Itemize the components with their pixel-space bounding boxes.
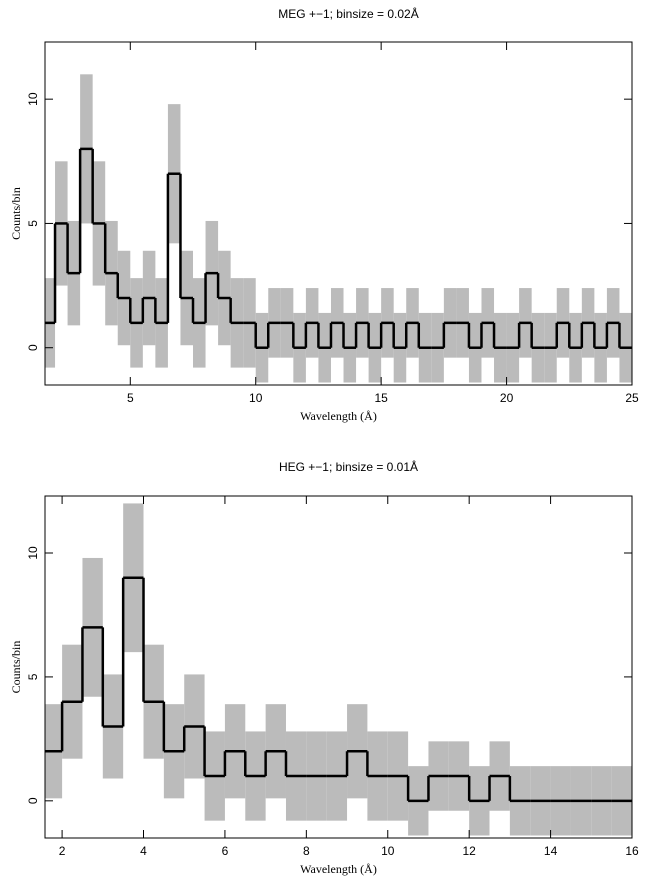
y-tick-label: 5: [26, 220, 40, 227]
x-tick-label: 20: [500, 391, 514, 405]
y-tick-label: 10: [26, 92, 40, 106]
chart-title: HEG +−1; binsize = 0.01Å: [279, 459, 418, 474]
y-axis-label: Counts/bin: [9, 187, 23, 240]
x-tick-label: 25: [625, 391, 639, 405]
y-tick-label: 0: [26, 344, 40, 351]
x-tick-label: 4: [140, 844, 147, 858]
y-tick-label: 10: [26, 546, 40, 560]
y-tick-label: 0: [26, 797, 40, 804]
panel: 5 10 15 20 25 0 5 10 MEG +−1; binsize = 0.02Å Wav…: [9, 6, 639, 423]
panel: 2 4 6 8 10 12 14 16 0 5 10 HEG +−1; binsize = 0.01Å…: [9, 459, 639, 876]
x-tick-label: 5: [127, 391, 134, 405]
y-tick-label: 5: [26, 673, 40, 680]
x-tick-label: 16: [625, 844, 639, 858]
x-tick-label: 12: [462, 844, 476, 858]
plot-area: [45, 503, 632, 836]
x-tick-label: 10: [381, 844, 395, 858]
x-tick-label: 2: [59, 844, 66, 858]
axes-frame: [44, 495, 633, 839]
x-tick-label: 15: [374, 391, 388, 405]
x-tick-label: 8: [303, 844, 310, 858]
chart-title: MEG +−1; binsize = 0.02Å: [278, 6, 418, 21]
y-axis-label: Counts/bin: [9, 641, 23, 694]
x-axis-label: Wavelength (Å): [300, 862, 377, 876]
axes-frame: [44, 41, 633, 386]
x-tick-label: 14: [544, 844, 558, 858]
x-tick-label: 10: [249, 391, 263, 405]
x-axis-label: Wavelength (Å): [300, 409, 377, 423]
plot-area: [45, 74, 632, 383]
x-tick-label: 6: [222, 844, 229, 858]
